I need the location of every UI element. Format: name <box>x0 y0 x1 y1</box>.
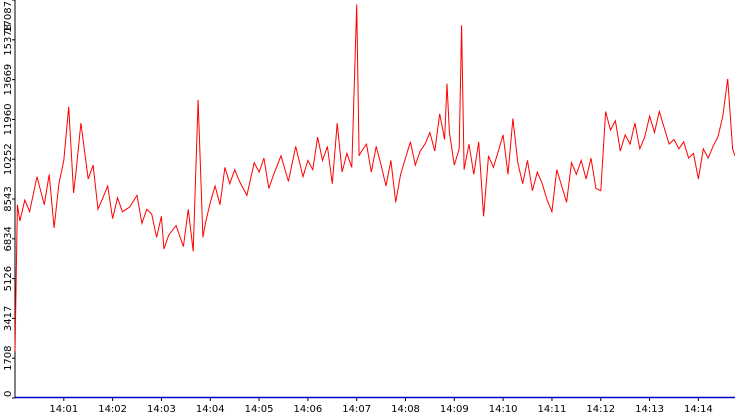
x-tick-label: 14:11 <box>538 404 567 415</box>
y-tick-label: 1708 <box>3 345 14 370</box>
x-tick-label: 14:12 <box>586 404 615 415</box>
x-tick-label: 14:05 <box>245 404 274 415</box>
plot-background <box>15 0 735 398</box>
x-tick-label: 14:06 <box>293 404 322 415</box>
series-line <box>14 4 735 352</box>
x-tick-label: 14:13 <box>635 404 664 415</box>
y-tick-label: 15378 <box>3 24 14 56</box>
y-tick-label: 0 <box>3 391 14 397</box>
y-tick-label: 5126 <box>3 266 14 291</box>
y-tick-label: 10252 <box>3 143 14 175</box>
y-axis-ticks: 0 1708 3417 5126 6834 8543 10252 11960 13669 1537… <box>3 0 15 399</box>
y-tick-label: 6834 <box>3 226 14 251</box>
y-tick-label: 8543 <box>3 186 14 211</box>
x-tick-label: 14:01 <box>49 404 78 415</box>
y-tick-label: 13669 <box>3 64 14 96</box>
x-tick-label: 14:02 <box>98 404 127 415</box>
y-tick-label: 11960 <box>3 104 14 136</box>
y-tick-label: 17087 <box>3 1 14 33</box>
x-tick-label: 14:09 <box>440 404 469 415</box>
x-axis-ticks: 14:01 14:02 14:03 14:04 14:05 14:06 14:07 14:08… <box>49 398 713 415</box>
y-tick-label: 3417 <box>3 306 14 331</box>
x-tick-label: 14:07 <box>342 404 371 415</box>
x-tick-label: 14:10 <box>489 404 518 415</box>
x-tick-label: 14:14 <box>684 404 713 415</box>
x-tick-label: 14:08 <box>391 404 420 415</box>
x-tick-label: 14:04 <box>196 404 225 415</box>
x-tick-label: 14:03 <box>147 404 176 415</box>
